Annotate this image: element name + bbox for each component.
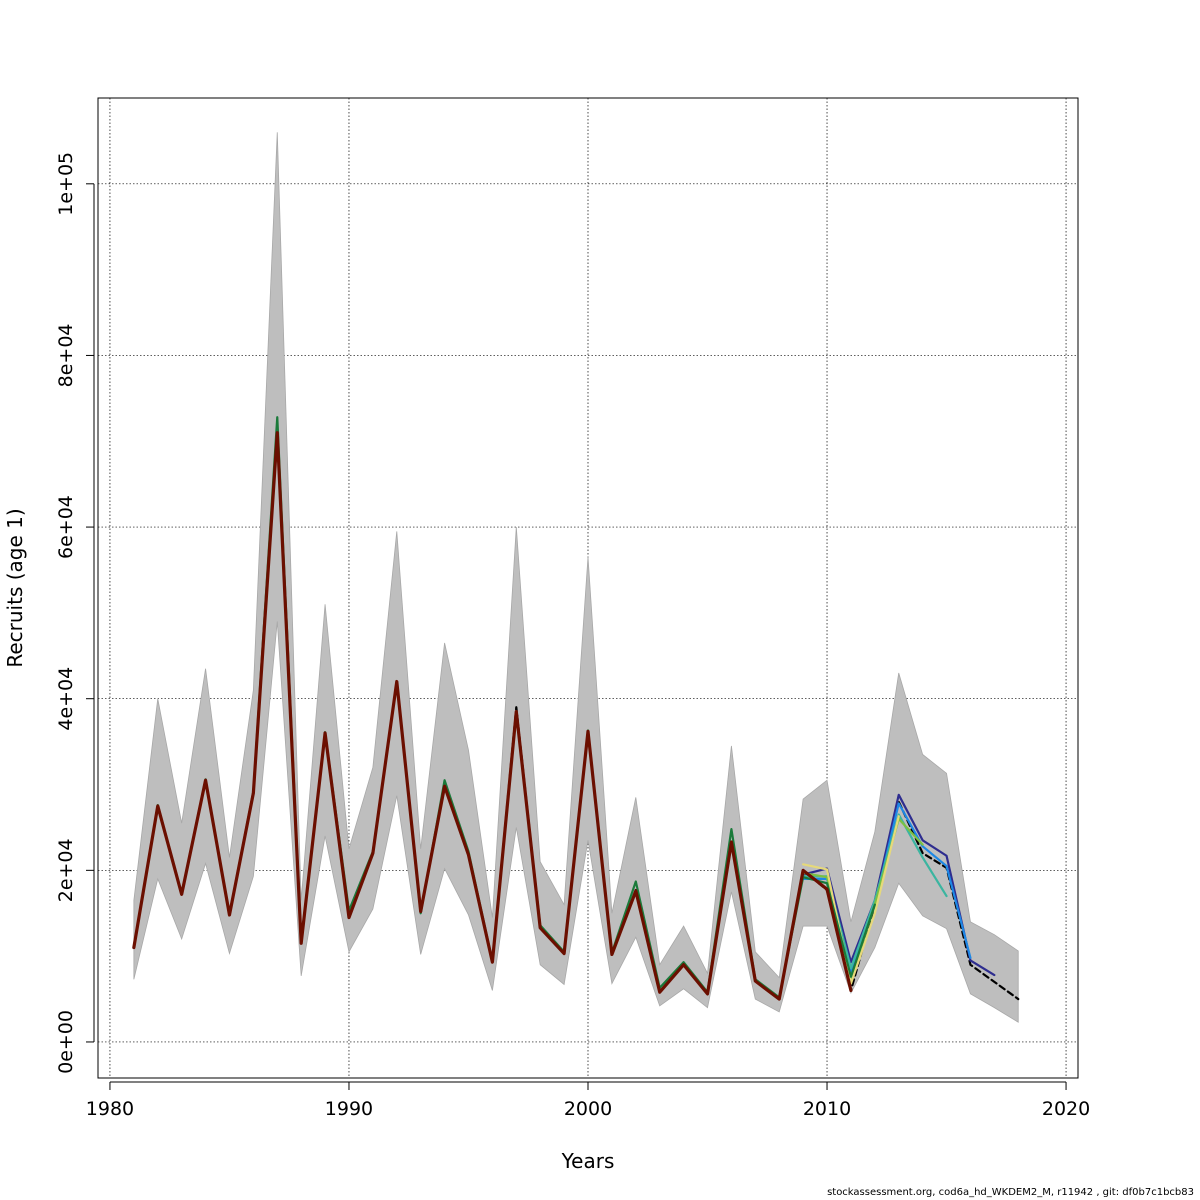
x-axis-title: Years [561,1149,615,1173]
y-tick-label: 4e+04 [55,667,77,731]
footer-source-text: stockassessment.org, cod6a_hd_WKDEM2_M, … [827,1187,1194,1198]
x-tick-label: 2020 [1042,1098,1090,1120]
series-lines [132,416,1020,1001]
y-tick-label: 0e+00 [55,1010,77,1074]
x-axis: 1980 1990 2000 2010 2020 [86,1081,1090,1120]
x-tick-label: 2000 [564,1098,612,1120]
y-tick-label: 6e+04 [55,495,77,559]
y-axis: 0e+00 2e+04 4e+04 6e+04 8e+04 1e+05 [55,152,95,1074]
x-tick-label: 2010 [803,1098,851,1120]
y-tick-label: 8e+04 [55,324,77,388]
plot-frame [97,97,1079,1079]
y-tick-label: 1e+05 [55,152,77,216]
x-tick-label: 1980 [86,1098,134,1120]
series-line-7 [132,431,853,1001]
y-tick-label: 2e+04 [55,838,77,902]
y-axis-title: Recruits (age 1) [3,508,27,667]
x-tick-label: 1990 [325,1098,373,1120]
